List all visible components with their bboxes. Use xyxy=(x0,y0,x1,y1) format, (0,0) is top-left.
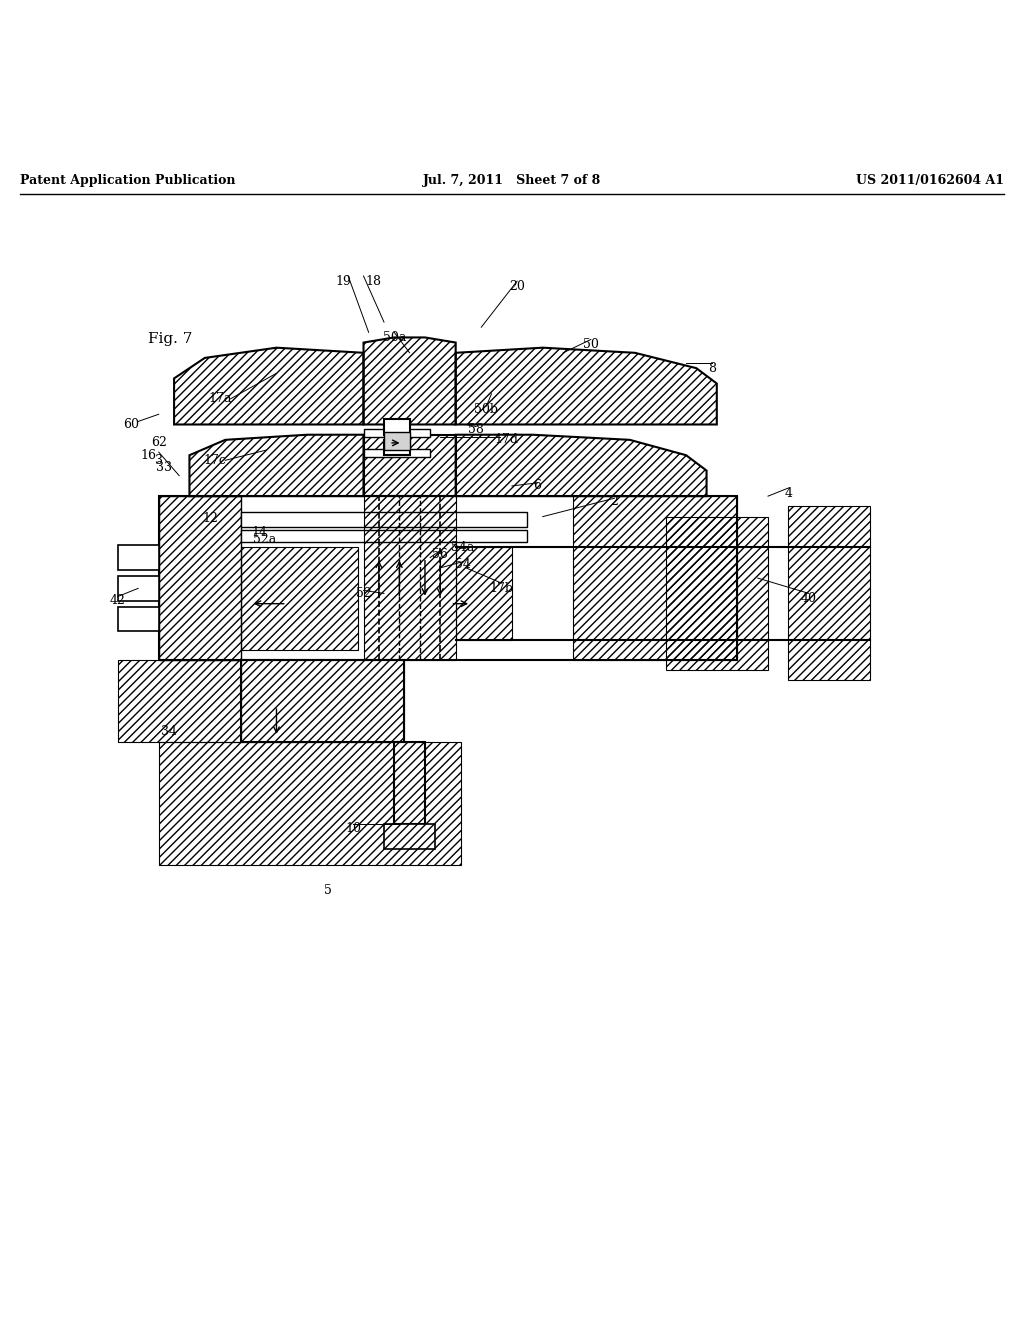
Text: Fig. 7: Fig. 7 xyxy=(148,333,193,346)
Text: 17d: 17d xyxy=(495,433,519,446)
Text: 50: 50 xyxy=(583,338,599,351)
Bar xyxy=(241,512,527,527)
Text: 8: 8 xyxy=(708,362,716,375)
Text: 12: 12 xyxy=(202,512,218,525)
Text: Jul. 7, 2011   Sheet 7 of 8: Jul. 7, 2011 Sheet 7 of 8 xyxy=(423,174,601,186)
Text: 60: 60 xyxy=(123,418,139,430)
Text: 16: 16 xyxy=(140,449,157,462)
Text: 56: 56 xyxy=(432,548,449,561)
Text: 6: 6 xyxy=(534,479,542,492)
Text: 54a: 54a xyxy=(452,541,474,554)
Text: Patent Application Publication: Patent Application Publication xyxy=(20,174,236,186)
Bar xyxy=(394,742,425,824)
Text: 42: 42 xyxy=(110,594,126,607)
Text: 52a: 52a xyxy=(253,533,275,545)
Bar xyxy=(118,545,159,570)
Text: 50a: 50a xyxy=(383,331,406,345)
Bar xyxy=(118,576,159,601)
Bar xyxy=(159,496,737,660)
Text: 50b: 50b xyxy=(474,403,499,416)
Bar xyxy=(241,660,404,742)
Text: 20: 20 xyxy=(509,280,525,293)
Text: US 2011/0162604 A1: US 2011/0162604 A1 xyxy=(855,174,1004,186)
Bar xyxy=(384,440,410,455)
Bar xyxy=(364,429,430,437)
Bar xyxy=(118,607,159,631)
Bar xyxy=(364,449,430,457)
Text: 17c: 17c xyxy=(204,454,226,467)
Text: 19: 19 xyxy=(335,275,351,288)
Text: 3: 3 xyxy=(155,454,163,467)
Text: 18: 18 xyxy=(366,275,382,288)
Bar xyxy=(241,529,527,543)
Text: 34: 34 xyxy=(161,725,177,738)
Text: 52: 52 xyxy=(355,587,372,599)
Bar xyxy=(384,432,410,450)
Text: 5: 5 xyxy=(324,884,332,896)
Text: 40: 40 xyxy=(801,593,817,605)
Text: 17b: 17b xyxy=(489,582,514,595)
Text: 10: 10 xyxy=(345,822,361,836)
Text: 4: 4 xyxy=(784,487,793,499)
Text: 17a: 17a xyxy=(209,392,231,405)
Text: 54: 54 xyxy=(455,558,471,572)
Text: 2: 2 xyxy=(610,495,618,508)
Text: 58: 58 xyxy=(468,424,484,436)
Text: 33: 33 xyxy=(156,461,172,474)
Bar xyxy=(384,824,435,850)
Text: 62: 62 xyxy=(151,437,167,449)
Text: 14: 14 xyxy=(251,525,267,539)
Bar xyxy=(384,420,410,434)
